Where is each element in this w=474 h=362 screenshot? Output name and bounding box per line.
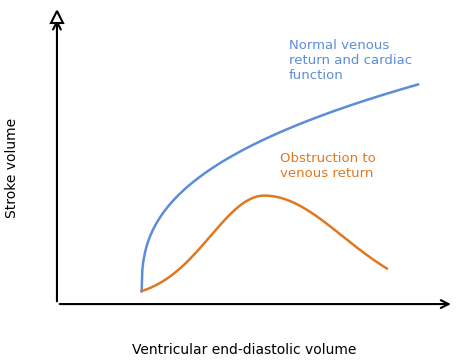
Text: Normal venous
return and cardiac
function: Normal venous return and cardiac functio…: [289, 39, 412, 82]
Text: Obstruction to
venous return: Obstruction to venous return: [280, 152, 375, 180]
Text: Stroke volume: Stroke volume: [5, 118, 19, 219]
Text: Ventricular end-diastolic volume: Ventricular end-diastolic volume: [132, 343, 356, 357]
